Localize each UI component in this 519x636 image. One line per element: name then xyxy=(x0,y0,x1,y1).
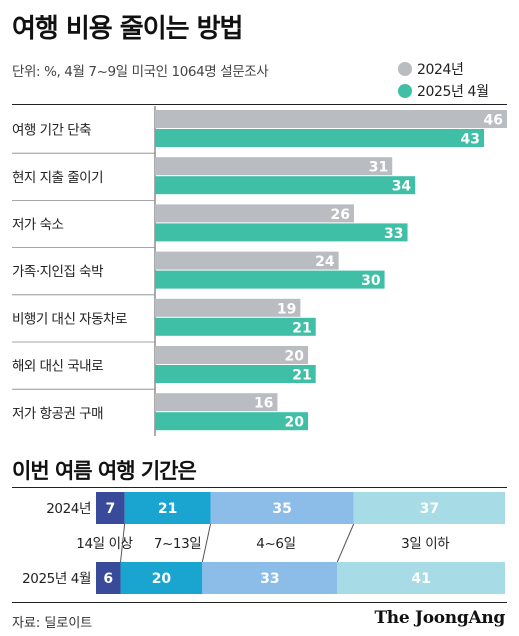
category-label: 저가 항공권 구매 xyxy=(12,406,103,422)
brand-logo: The JoongAng xyxy=(374,608,505,628)
data-label: 24 xyxy=(315,254,335,270)
legend-swatch-2025 xyxy=(398,84,412,98)
top-divider xyxy=(12,104,507,105)
segment-value: 41 xyxy=(411,571,430,587)
page-title: 여행 비용 줄이는 방법 xyxy=(12,14,243,44)
source-note: 자료: 딜로이트 xyxy=(12,616,93,631)
segment-connector xyxy=(336,523,355,563)
segment-connector xyxy=(201,523,212,563)
segment-name: 7~13일 xyxy=(154,536,202,552)
data-label: 33 xyxy=(384,226,403,242)
category-label: 여행 기간 단축 xyxy=(12,123,91,139)
data-label: 26 xyxy=(330,207,349,223)
stack-segment xyxy=(210,492,354,524)
segment-value: 33 xyxy=(260,571,279,587)
data-label: 43 xyxy=(461,132,480,148)
bar-2024 xyxy=(155,204,354,223)
segment-name: 4~6일 xyxy=(256,536,295,552)
data-label: 46 xyxy=(484,113,503,129)
data-label: 34 xyxy=(392,179,412,195)
stack-segment xyxy=(96,562,121,594)
bar-2024 xyxy=(155,393,278,412)
category-label: 저가 숙소 xyxy=(12,217,64,233)
category-label: 가족·지인집 숙박 xyxy=(12,264,103,280)
segment-name: 3일 이하 xyxy=(401,536,450,552)
bar-2025 xyxy=(155,412,309,431)
legend-swatch-2024 xyxy=(398,62,412,76)
data-label: 19 xyxy=(277,301,296,317)
segment-name: 14일 이상 xyxy=(76,536,132,552)
stack-segment xyxy=(202,562,338,594)
bar-2024 xyxy=(155,251,339,270)
bar-2024 xyxy=(155,298,301,317)
stack-segment xyxy=(96,492,125,524)
segment-value: 7 xyxy=(105,501,115,517)
section-title: 이번 여름 여행 기간은 xyxy=(12,459,197,483)
stack-segment xyxy=(353,492,505,524)
segment-value: 20 xyxy=(152,571,172,587)
chart-subtitle: 단위: %, 4월 7~9일 미국인 1064명 설문조사 xyxy=(12,64,269,80)
bar-2024 xyxy=(155,346,309,364)
segment-connector xyxy=(120,523,126,563)
legend: 2024년 2025년 4월 xyxy=(398,58,489,102)
legend-item-2025: 2025년 4월 xyxy=(398,80,489,102)
bar-2025 xyxy=(155,129,485,147)
bar-2025 xyxy=(155,223,408,242)
section-divider xyxy=(12,487,507,488)
data-label: 20 xyxy=(285,349,305,365)
segment-value: 35 xyxy=(272,501,291,517)
data-label: 20 xyxy=(285,415,305,431)
stack-segment xyxy=(120,562,203,594)
row-label: 2025년 4월 xyxy=(22,571,91,587)
bar-2025 xyxy=(155,365,316,383)
bottom-divider xyxy=(12,602,507,603)
bar-2024 xyxy=(155,157,393,176)
segment-value: 21 xyxy=(158,501,177,517)
data-label: 31 xyxy=(369,160,388,176)
category-label: 현지 지출 줄이기 xyxy=(12,170,103,186)
category-label: 비행기 대신 자동차로 xyxy=(12,311,127,327)
data-label: 21 xyxy=(292,368,311,384)
bar-2025 xyxy=(155,270,385,289)
legend-label-2024: 2024년 xyxy=(417,62,464,78)
stacked-chart: 2024년 7 21 35 37 2025년 4월 6 20 33 41 14일 이상 7~13일 4~… xyxy=(22,492,505,594)
row-label: 2024년 xyxy=(46,501,91,517)
data-label: 21 xyxy=(292,320,311,336)
segment-value: 6 xyxy=(103,571,113,587)
legend-item-2024: 2024년 xyxy=(398,58,489,80)
data-label: 30 xyxy=(361,273,381,289)
category-label: 해외 대신 국내로 xyxy=(12,359,103,375)
stack-segment xyxy=(337,562,505,594)
data-label: 16 xyxy=(254,396,273,412)
bar-2025 xyxy=(155,317,316,336)
segment-value: 37 xyxy=(420,501,439,517)
bar-2024 xyxy=(155,110,507,128)
legend-label-2025: 2025년 4월 xyxy=(417,84,489,100)
stack-segment xyxy=(124,492,211,524)
bar-2025 xyxy=(155,176,416,195)
